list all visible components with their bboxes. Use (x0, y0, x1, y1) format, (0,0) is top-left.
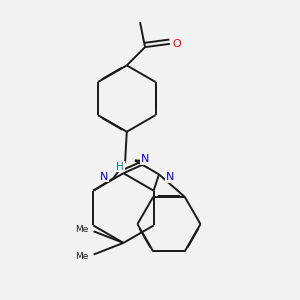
Text: H: H (116, 162, 124, 172)
Text: Me: Me (75, 225, 89, 234)
Text: N: N (141, 154, 150, 164)
Text: N: N (100, 172, 108, 182)
Text: N: N (165, 172, 174, 182)
Text: Me: Me (75, 252, 89, 261)
Text: O: O (173, 39, 182, 49)
